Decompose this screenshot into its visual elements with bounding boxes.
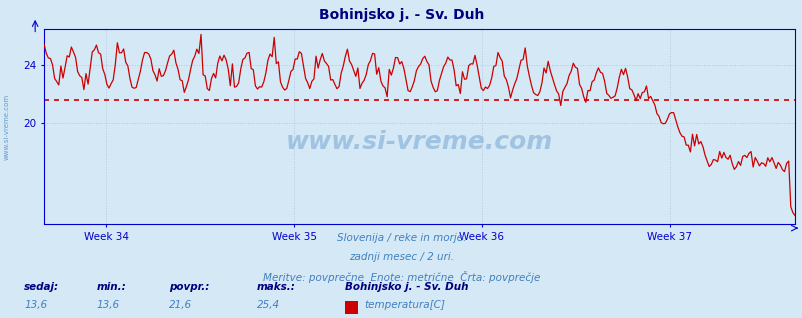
Text: Slovenija / reke in morje.: Slovenija / reke in morje. <box>336 233 466 243</box>
Text: min.:: min.: <box>96 282 126 292</box>
Text: 21,6: 21,6 <box>168 301 192 310</box>
Text: Meritve: povprečne  Enote: metrične  Črta: povprečje: Meritve: povprečne Enote: metrične Črta:… <box>262 271 540 283</box>
Text: www.si-vreme.com: www.si-vreme.com <box>3 94 10 160</box>
Text: www.si-vreme.com: www.si-vreme.com <box>286 130 553 154</box>
Text: sedaj:: sedaj: <box>24 282 59 292</box>
Text: 25,4: 25,4 <box>257 301 280 310</box>
Text: zadnji mesec / 2 uri.: zadnji mesec / 2 uri. <box>349 252 453 262</box>
Text: Bohinjsko j. - Sv. Duh: Bohinjsko j. - Sv. Duh <box>318 8 484 22</box>
Text: 13,6: 13,6 <box>24 301 47 310</box>
Text: povpr.:: povpr.: <box>168 282 209 292</box>
Text: maks.:: maks.: <box>257 282 295 292</box>
Text: Bohinjsko j. - Sv. Duh: Bohinjsko j. - Sv. Duh <box>345 282 468 292</box>
Text: temperatura[C]: temperatura[C] <box>364 301 445 310</box>
Text: 13,6: 13,6 <box>96 301 119 310</box>
